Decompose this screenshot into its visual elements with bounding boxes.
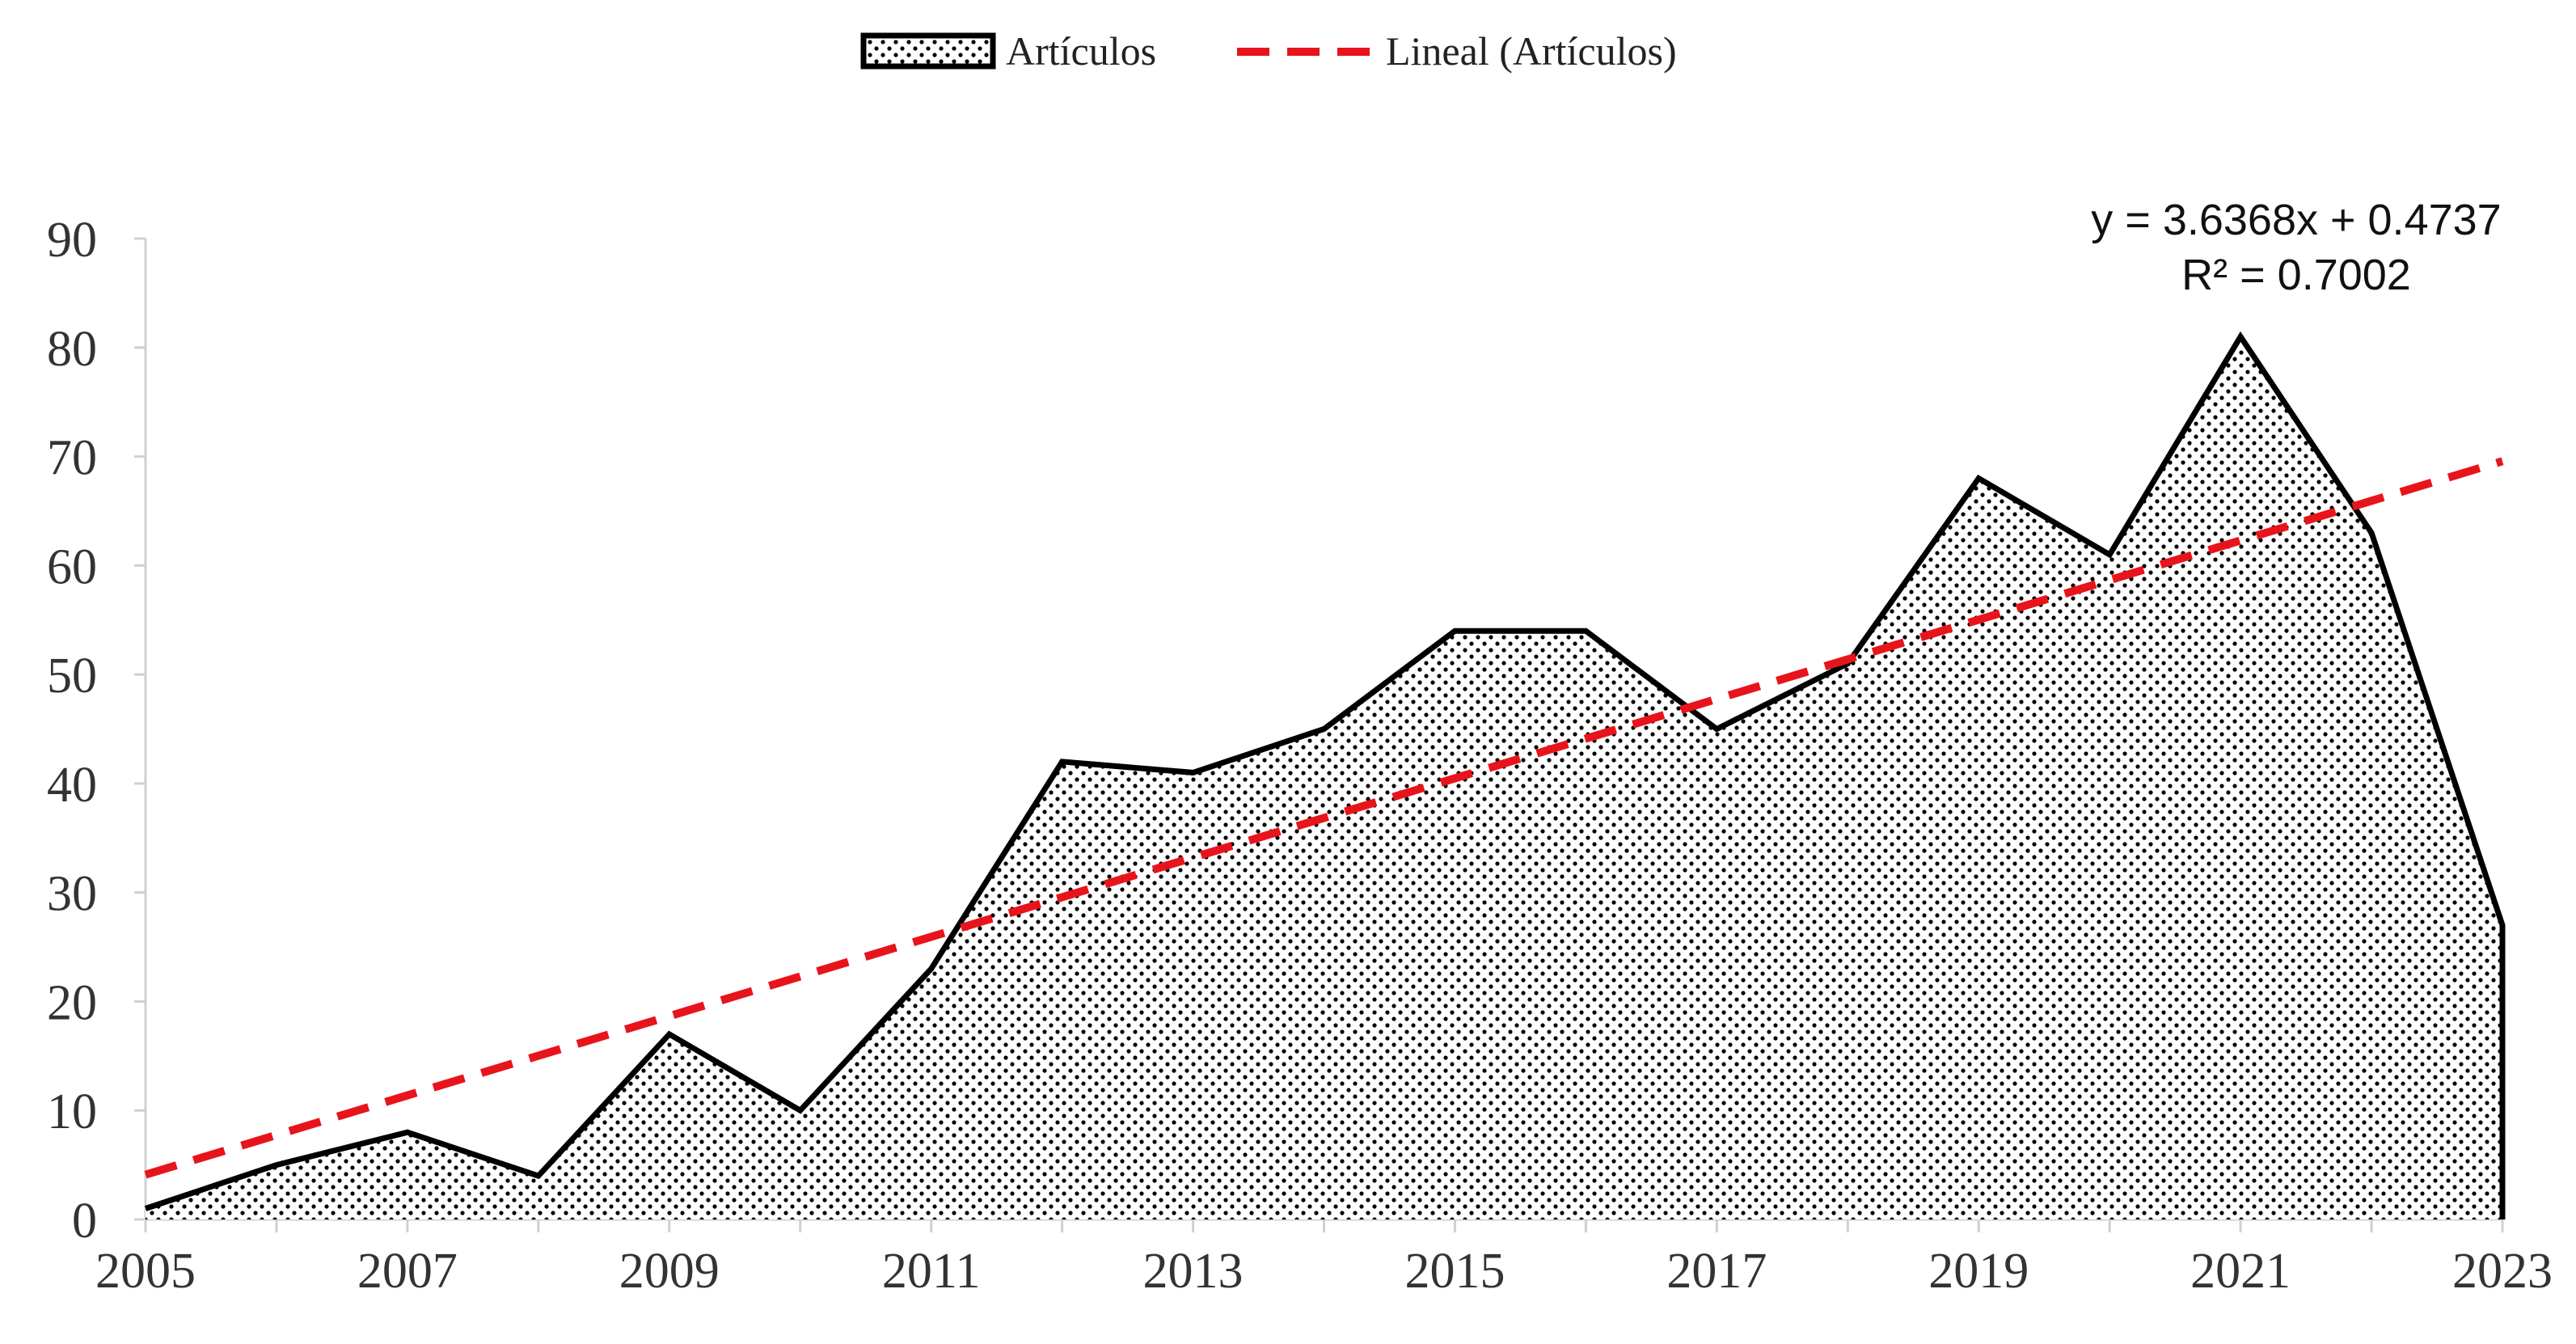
r-squared-text: R² = 0.7002 bbox=[2181, 251, 2411, 299]
y-axis-ticks: 0 10 20 30 40 50 60 70 80 90 bbox=[47, 213, 146, 1249]
x-tick-label-2011: 2011 bbox=[882, 1244, 981, 1299]
x-tick-label-2005: 2005 bbox=[95, 1244, 196, 1299]
x-tick-label-2023: 2023 bbox=[2452, 1244, 2553, 1299]
data-point-2008[interactable] bbox=[534, 1171, 543, 1181]
data-point-2011[interactable] bbox=[927, 964, 936, 974]
data-point-2006[interactable] bbox=[272, 1160, 281, 1170]
data-point-2022[interactable] bbox=[2367, 528, 2376, 538]
y-tick-label-60: 60 bbox=[47, 539, 97, 594]
data-point-2016[interactable] bbox=[1581, 626, 1590, 636]
area-series-articulos[interactable] bbox=[146, 336, 2502, 1219]
y-tick-label-30: 30 bbox=[47, 867, 97, 922]
y-tick-label-90: 90 bbox=[47, 213, 97, 268]
x-tick-label-2017: 2017 bbox=[1666, 1244, 1767, 1299]
x-tick-label-2021: 2021 bbox=[2190, 1244, 2291, 1299]
trendline-equation: y = 3.6368x + 0.4737 R² = 0.7002 bbox=[2091, 196, 2501, 299]
x-tick-label-2007: 2007 bbox=[357, 1244, 458, 1299]
data-point-2009[interactable] bbox=[665, 1029, 674, 1039]
legend-label-lineal: Lineal (Artículos) bbox=[1386, 28, 1677, 74]
data-point-2015[interactable] bbox=[1450, 626, 1459, 636]
equation-text: y = 3.6368x + 0.4737 bbox=[2091, 196, 2501, 244]
x-axis-ticks: 2005 2007 2009 2011 2013 2015 2017 2019 2021 2023 bbox=[95, 1219, 2553, 1299]
y-tick-label-50: 50 bbox=[47, 649, 97, 704]
y-tick-label-70: 70 bbox=[47, 431, 97, 486]
legend-item-articulos[interactable]: Artículos bbox=[860, 28, 1156, 74]
x-tick-label-2009: 2009 bbox=[619, 1244, 720, 1299]
legend-swatch-articulos bbox=[860, 32, 996, 70]
data-point-2019[interactable] bbox=[1974, 474, 1983, 484]
line-series-articulos bbox=[144, 331, 2506, 1219]
data-point-2010[interactable] bbox=[796, 1105, 805, 1115]
y-tick-label-80: 80 bbox=[47, 322, 97, 377]
y-tick-label-10: 10 bbox=[47, 1084, 97, 1139]
data-point-2013[interactable] bbox=[1189, 767, 1198, 777]
x-tick-label-2015: 2015 bbox=[1404, 1244, 1505, 1299]
data-point-2014[interactable] bbox=[1320, 725, 1329, 734]
legend: Artículos Lineal (Artículos) bbox=[860, 28, 1677, 74]
y-tick-label-40: 40 bbox=[47, 758, 97, 813]
x-tick-label-2019: 2019 bbox=[1928, 1244, 2029, 1299]
data-point-2012[interactable] bbox=[1058, 757, 1067, 767]
data-point-2017[interactable] bbox=[1712, 725, 1721, 734]
data-point-2021[interactable] bbox=[2236, 332, 2245, 341]
data-point-2005[interactable] bbox=[141, 1204, 150, 1214]
data-point-2023[interactable] bbox=[2498, 920, 2507, 930]
legend-label-articulos: Artículos bbox=[1006, 28, 1156, 74]
data-point-2007[interactable] bbox=[403, 1127, 412, 1137]
y-tick-label-20: 20 bbox=[47, 975, 97, 1030]
trendline-lineal bbox=[144, 457, 2504, 1179]
y-tick-label-0: 0 bbox=[72, 1194, 97, 1249]
data-point-2020[interactable] bbox=[2105, 550, 2114, 560]
x-tick-label-2013: 2013 bbox=[1143, 1244, 1244, 1299]
legend-item-lineal[interactable]: Lineal (Artículos) bbox=[1237, 28, 1677, 74]
